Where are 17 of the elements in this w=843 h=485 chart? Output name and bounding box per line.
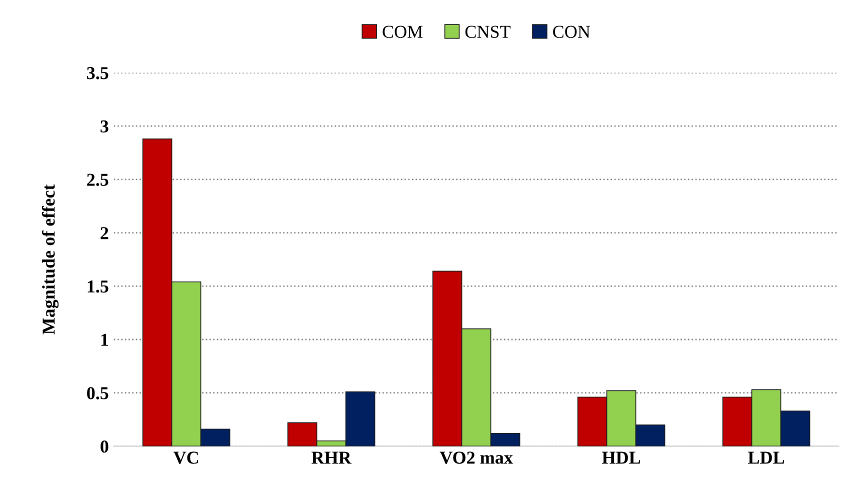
- x-tick-label: HDL: [602, 452, 640, 464]
- legend-label: CON: [553, 26, 590, 38]
- x-tick-label: VC: [173, 452, 198, 464]
- y-tick-label: 1: [101, 334, 108, 346]
- x-tick-label: VO2 max: [440, 452, 513, 464]
- y-axis-title: Magnitude of effect: [42, 184, 59, 334]
- y-tick-label: 3.5: [87, 67, 108, 80]
- y-tick-label: 2.5: [87, 174, 108, 186]
- legend-label: CNST: [465, 26, 511, 38]
- y-tick-label: 1.5: [88, 280, 108, 293]
- y-tick-label: 3: [100, 120, 108, 133]
- y-tick-label: 0: [100, 440, 108, 453]
- x-tick-label: LDL: [748, 452, 784, 464]
- x-tick-label: RHR: [312, 452, 352, 464]
- y-tick-label: 2: [100, 227, 108, 240]
- legend-label: COM: [382, 26, 423, 38]
- y-tick-label: 0.5: [87, 387, 108, 400]
